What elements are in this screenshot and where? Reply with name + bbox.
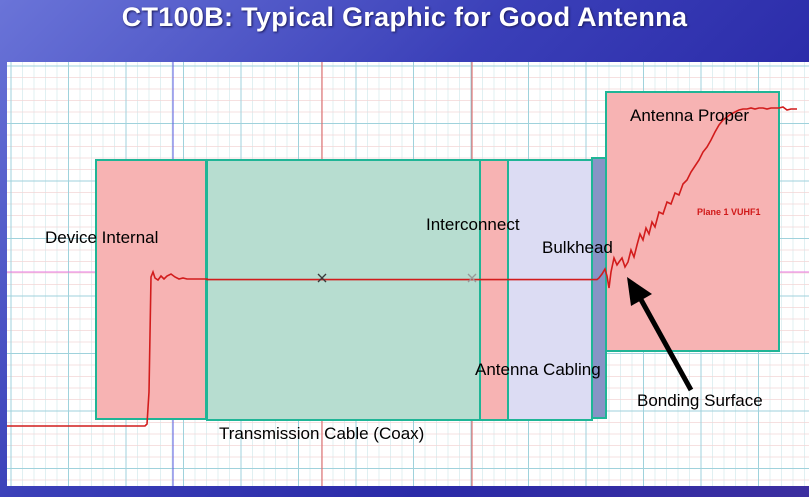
antenna-proper-region: [605, 91, 780, 352]
bonding-surface-arrow: [636, 294, 694, 392]
bonding-surface-arrowhead: [627, 277, 652, 306]
tdr-plot: Device Internal Transmission Cable (Coax…: [7, 62, 809, 486]
transmission-cable-label: Transmission Cable (Coax): [219, 424, 425, 443]
slide-title: CT100B: Typical Graphic for Good Antenna: [121, 2, 688, 32]
cursor-marker: [467, 273, 477, 283]
cursor-marker: [317, 273, 327, 283]
bulkhead-label: Bulkhead: [542, 238, 613, 257]
interconnect-label: Interconnect: [426, 215, 520, 234]
antenna-cabling-label: Antenna Cabling: [475, 360, 601, 379]
tdr-trace: [7, 106, 797, 427]
antenna-proper-label: Antenna Proper: [630, 106, 750, 125]
trace-overlay: [7, 106, 797, 427]
bonding-surface-label: Bonding Surface: [637, 391, 763, 410]
series-name-label: Plane 1 VUHF1: [697, 207, 761, 217]
device-internal-label: Device Internal: [45, 228, 159, 247]
